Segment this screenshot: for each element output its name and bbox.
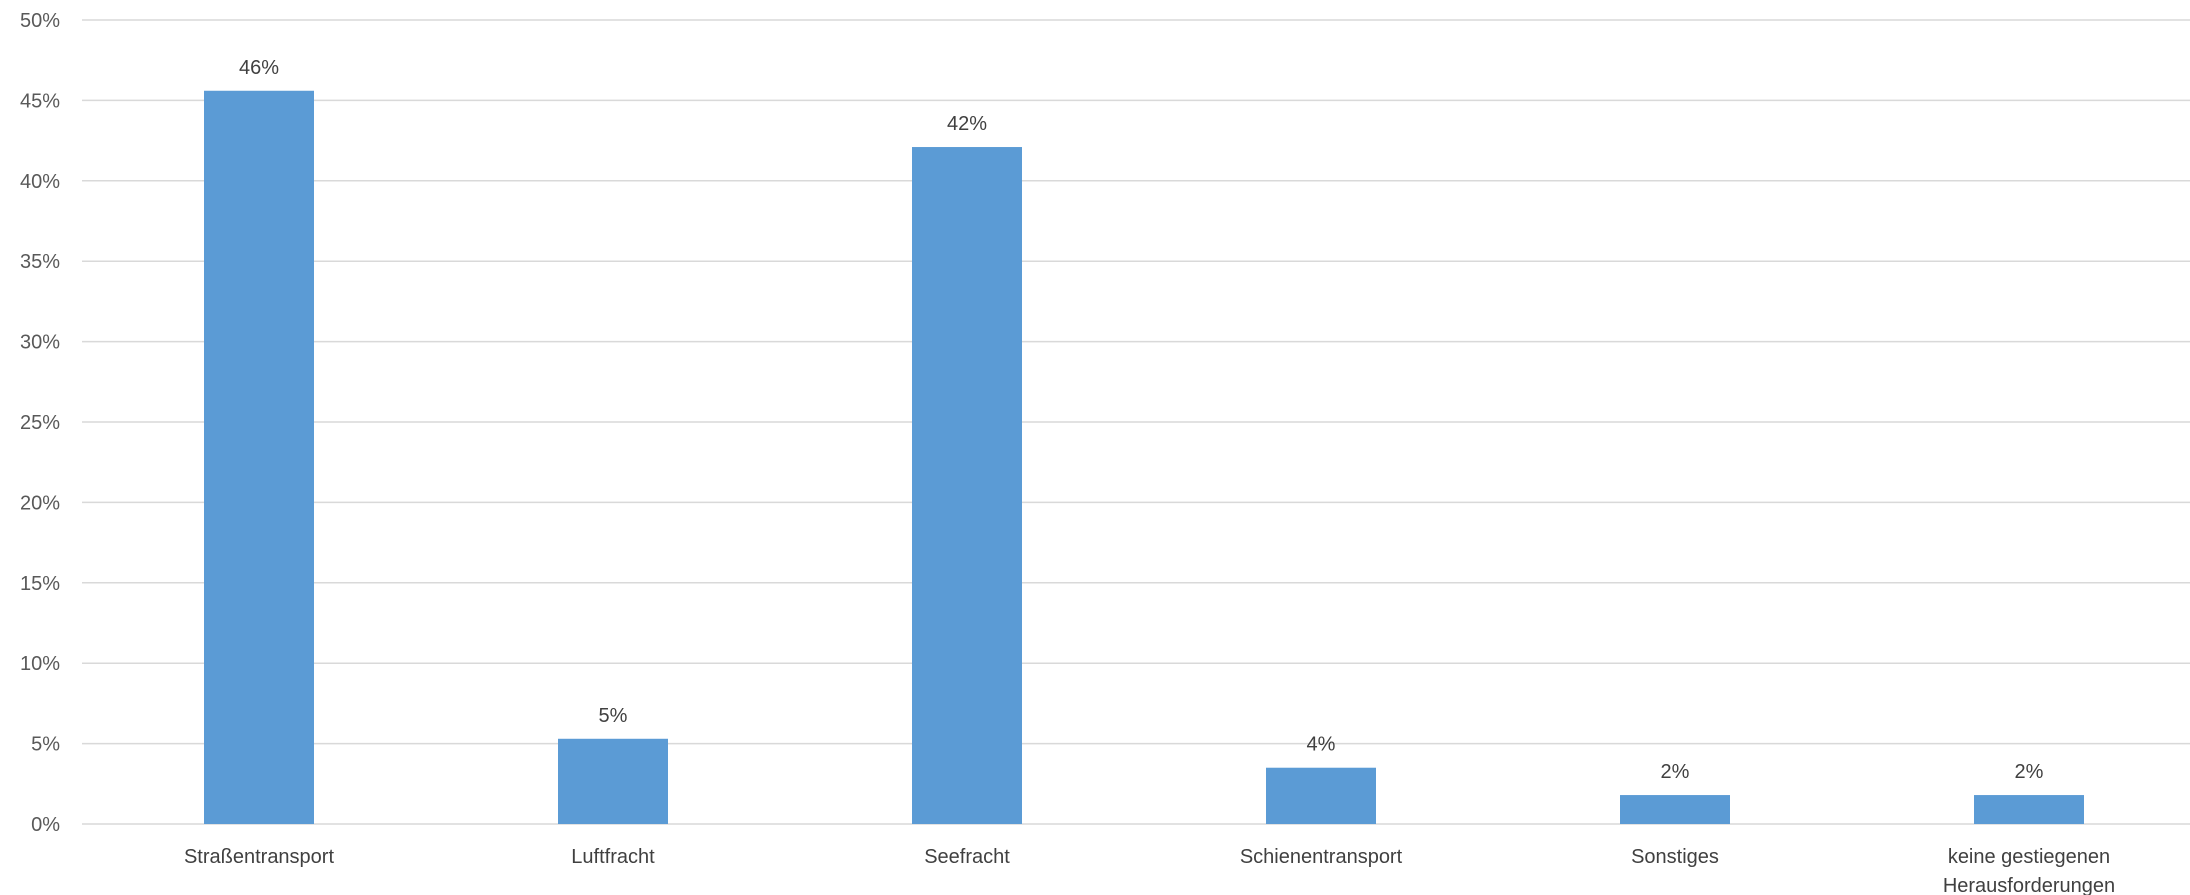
y-tick-label: 30% [20, 332, 60, 354]
data-label: 4% [1307, 734, 1336, 756]
category-label: Luftfracht [571, 846, 655, 868]
y-tick-label: 35% [20, 251, 60, 273]
y-tick-label: 15% [20, 573, 60, 595]
x-axis-category-labels: Straßentransport Luftfracht Seefracht Schie… [184, 846, 2115, 895]
data-label: 46% [239, 57, 279, 79]
category-label: Straßentransport [184, 846, 335, 868]
data-label: 5% [599, 705, 628, 727]
y-tick-label: 10% [20, 653, 60, 675]
y-tick-label: 40% [20, 171, 60, 193]
category-label: Schienentransport [1240, 846, 1403, 868]
y-tick-label: 25% [20, 412, 60, 434]
gridlines [82, 19, 2190, 825]
y-axis-tick-labels: 0% 5% 10% 15% 20% 25% 30% 35% 40% 45% 50% [20, 10, 60, 836]
category-label: Sonstiges [1631, 846, 1719, 868]
data-label: 42% [947, 113, 987, 135]
bar [912, 147, 1022, 825]
bar [1620, 795, 1730, 824]
bar [1266, 767, 1376, 824]
data-labels: 46% 5% 42% 4% 2% 2% [239, 57, 2044, 783]
data-label: 2% [1661, 761, 1690, 783]
y-tick-label: 45% [20, 90, 60, 112]
y-tick-label: 50% [20, 10, 60, 32]
y-tick-label: 5% [31, 734, 60, 756]
bar [204, 90, 314, 824]
bars [204, 90, 2084, 825]
category-label: keine gestiegenen Herausforderungen [1943, 846, 2115, 895]
category-label: Seefracht [924, 846, 1010, 868]
y-tick-label: 0% [31, 814, 60, 836]
bar [558, 738, 668, 824]
bar [1974, 795, 2084, 824]
y-tick-label: 20% [20, 492, 60, 514]
data-label: 2% [2015, 761, 2044, 783]
